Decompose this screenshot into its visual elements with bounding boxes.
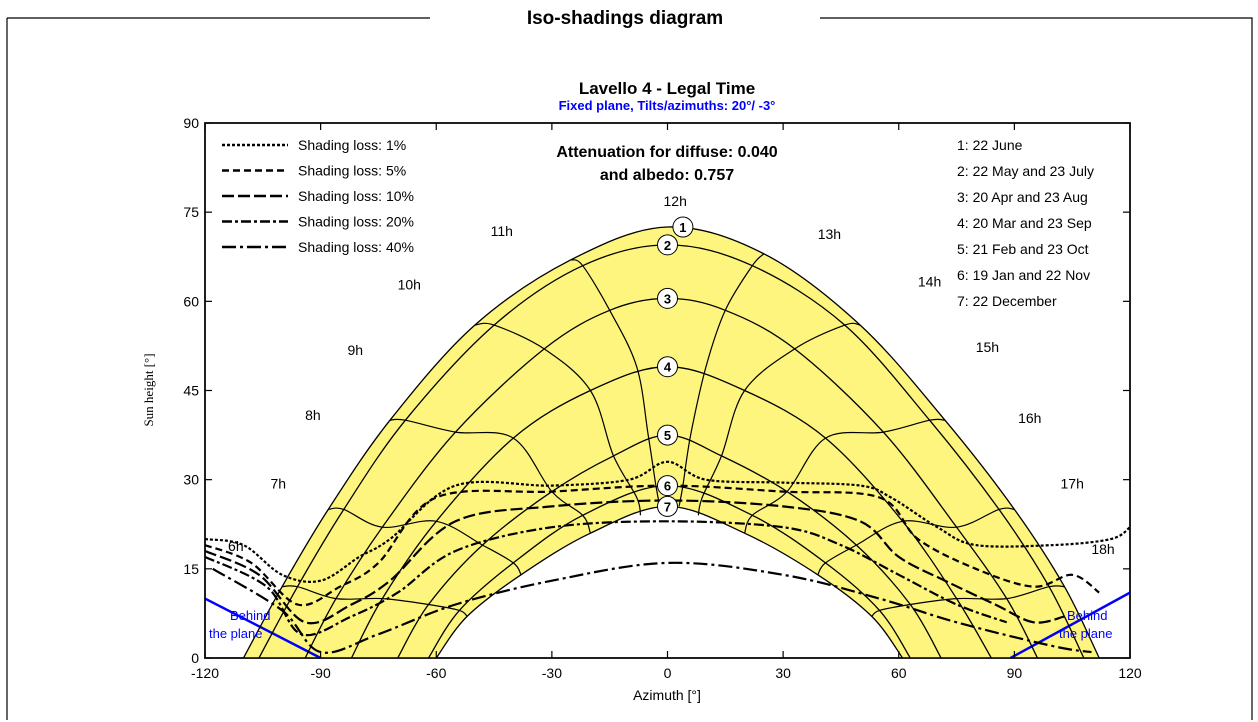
y-tick-label: 30 <box>183 472 199 488</box>
y-tick-label: 0 <box>191 650 199 666</box>
hour-label-14h: 14h <box>918 273 941 289</box>
y-tick-label: 60 <box>183 293 199 309</box>
hour-label-9h: 9h <box>348 342 364 358</box>
date-marker-label: 3 <box>664 291 671 306</box>
hour-label-10h: 10h <box>398 276 421 292</box>
date-marker-5 <box>657 424 678 446</box>
date-marker-label: 2 <box>664 238 671 253</box>
date-legend-entry: 4: 20 Mar and 23 Sep <box>957 215 1092 231</box>
hour-curve-11h <box>570 259 661 507</box>
behind-plane-right-2: the plane <box>1059 626 1113 641</box>
date-legend-entry: 5: 21 Feb and 23 Oct <box>957 241 1089 257</box>
x-tick-label: -120 <box>191 665 219 681</box>
date-marker-label: 1 <box>679 220 686 235</box>
hour-curve-10h <box>474 322 642 516</box>
hour-label-11h: 11h <box>491 223 513 239</box>
hour-label-12h: 12h <box>664 193 687 209</box>
hour-labels: 6h 7h 8h 9h 10h 11h 12h 13h 14h 15h 16h 17h 18h <box>228 193 1115 557</box>
x-axis-label: Azimuth [°] <box>633 687 701 703</box>
date-marker-4 <box>657 356 678 378</box>
hour-label-17h: 17h <box>1061 476 1084 492</box>
behind-plane-lines <box>204 591 1131 660</box>
date-marker-7 <box>657 495 678 517</box>
shading-legend: Shading loss: 1% Shading loss: 5% Shading … <box>222 137 414 255</box>
date-marker-label: 4 <box>664 360 672 375</box>
hour-curve-17h <box>871 585 1065 617</box>
behind-plane-left-2: the plane <box>209 626 263 641</box>
y-axis-label: Sun height [°] <box>141 353 156 426</box>
y-tick-label: 45 <box>183 383 199 399</box>
hour-label-15h: 15h <box>976 339 999 355</box>
legend-label: Shading loss: 40% <box>298 239 414 255</box>
hour-curve-8h <box>328 507 522 576</box>
y-tick-label: 75 <box>183 204 199 220</box>
x-tick-label: 60 <box>891 665 907 681</box>
shading-curve-3 <box>204 499 1065 625</box>
attenuation-line-1: Attenuation for diffuse: 0.040 <box>556 144 777 161</box>
legend-label: Shading loss: 10% <box>298 188 414 204</box>
hour-label-13h: 13h <box>818 226 841 242</box>
behind-plane-line-right <box>1009 591 1131 660</box>
date-legend-entry: 3: 20 Apr and 23 Aug <box>957 189 1088 205</box>
date-curve-1 <box>242 226 1100 659</box>
y-tick-label: 90 <box>183 115 199 131</box>
date-legend-entry: 7: 22 December <box>957 293 1057 309</box>
y-tick-label: 15 <box>183 561 199 577</box>
date-legend-entry: 6: 19 Jan and 22 Nov <box>957 267 1090 283</box>
x-tick-label: 30 <box>775 665 791 681</box>
hour-label-18h: 18h <box>1091 541 1114 557</box>
date-legend-entry: 2: 22 May and 23 July <box>957 163 1094 179</box>
panel-border <box>6 17 1253 720</box>
attenuation-line-2: and albedo: 0.757 <box>600 167 734 184</box>
hour-label-7h: 7h <box>270 476 286 492</box>
date-markers: 12 3 4 5 6 7 <box>657 216 694 517</box>
plot-frame <box>204 122 1131 659</box>
legend-label: Shading loss: 20% <box>298 214 414 230</box>
date-marker-2 <box>657 234 678 256</box>
behind-plane-line-left <box>204 597 322 660</box>
panel-title: Iso-shadings diagram <box>430 8 820 30</box>
x-tick-label: 90 <box>1007 665 1023 681</box>
hour-curve-9h <box>389 418 591 534</box>
legend-label: Shading loss: 1% <box>298 137 406 153</box>
date-legend-entry: 1: 22 June <box>957 137 1023 153</box>
shading-curve-2 <box>204 484 1100 607</box>
chart-title: Lavello 4 - Legal Time <box>579 79 755 98</box>
hour-label-6h: 6h <box>228 538 244 554</box>
hour-curve-14h <box>697 322 861 516</box>
date-legend: 1: 22 June 2: 22 May and 23 July 3: 20 Apr… <box>957 137 1094 309</box>
behind-plane-left-1: Behind <box>230 608 270 623</box>
shading-curve-1 <box>204 460 1131 583</box>
x-tick-label: 0 <box>664 665 672 681</box>
chart-subtitle: Fixed plane, Tilts/azimuths: 20°/ -3° <box>559 98 776 113</box>
behind-plane-right-1: Behind <box>1067 608 1107 623</box>
legend-label: Shading loss: 5% <box>298 163 406 179</box>
x-tick-label: -90 <box>311 665 331 681</box>
date-marker-label: 6 <box>664 479 671 494</box>
x-tick-label: 120 <box>1118 665 1142 681</box>
x-tick-label: -60 <box>426 665 446 681</box>
date-marker-1 <box>672 216 694 238</box>
hour-curve-7h <box>282 585 468 617</box>
date-marker-3 <box>657 287 678 309</box>
date-marker-label: 7 <box>664 499 671 514</box>
hour-curve-15h <box>744 418 946 534</box>
hour-label-16h: 16h <box>1018 410 1041 426</box>
hour-label-8h: 8h <box>305 407 321 423</box>
date-marker-6 <box>657 475 678 497</box>
x-tick-label: -30 <box>542 665 562 681</box>
date-marker-label: 5 <box>664 428 671 443</box>
